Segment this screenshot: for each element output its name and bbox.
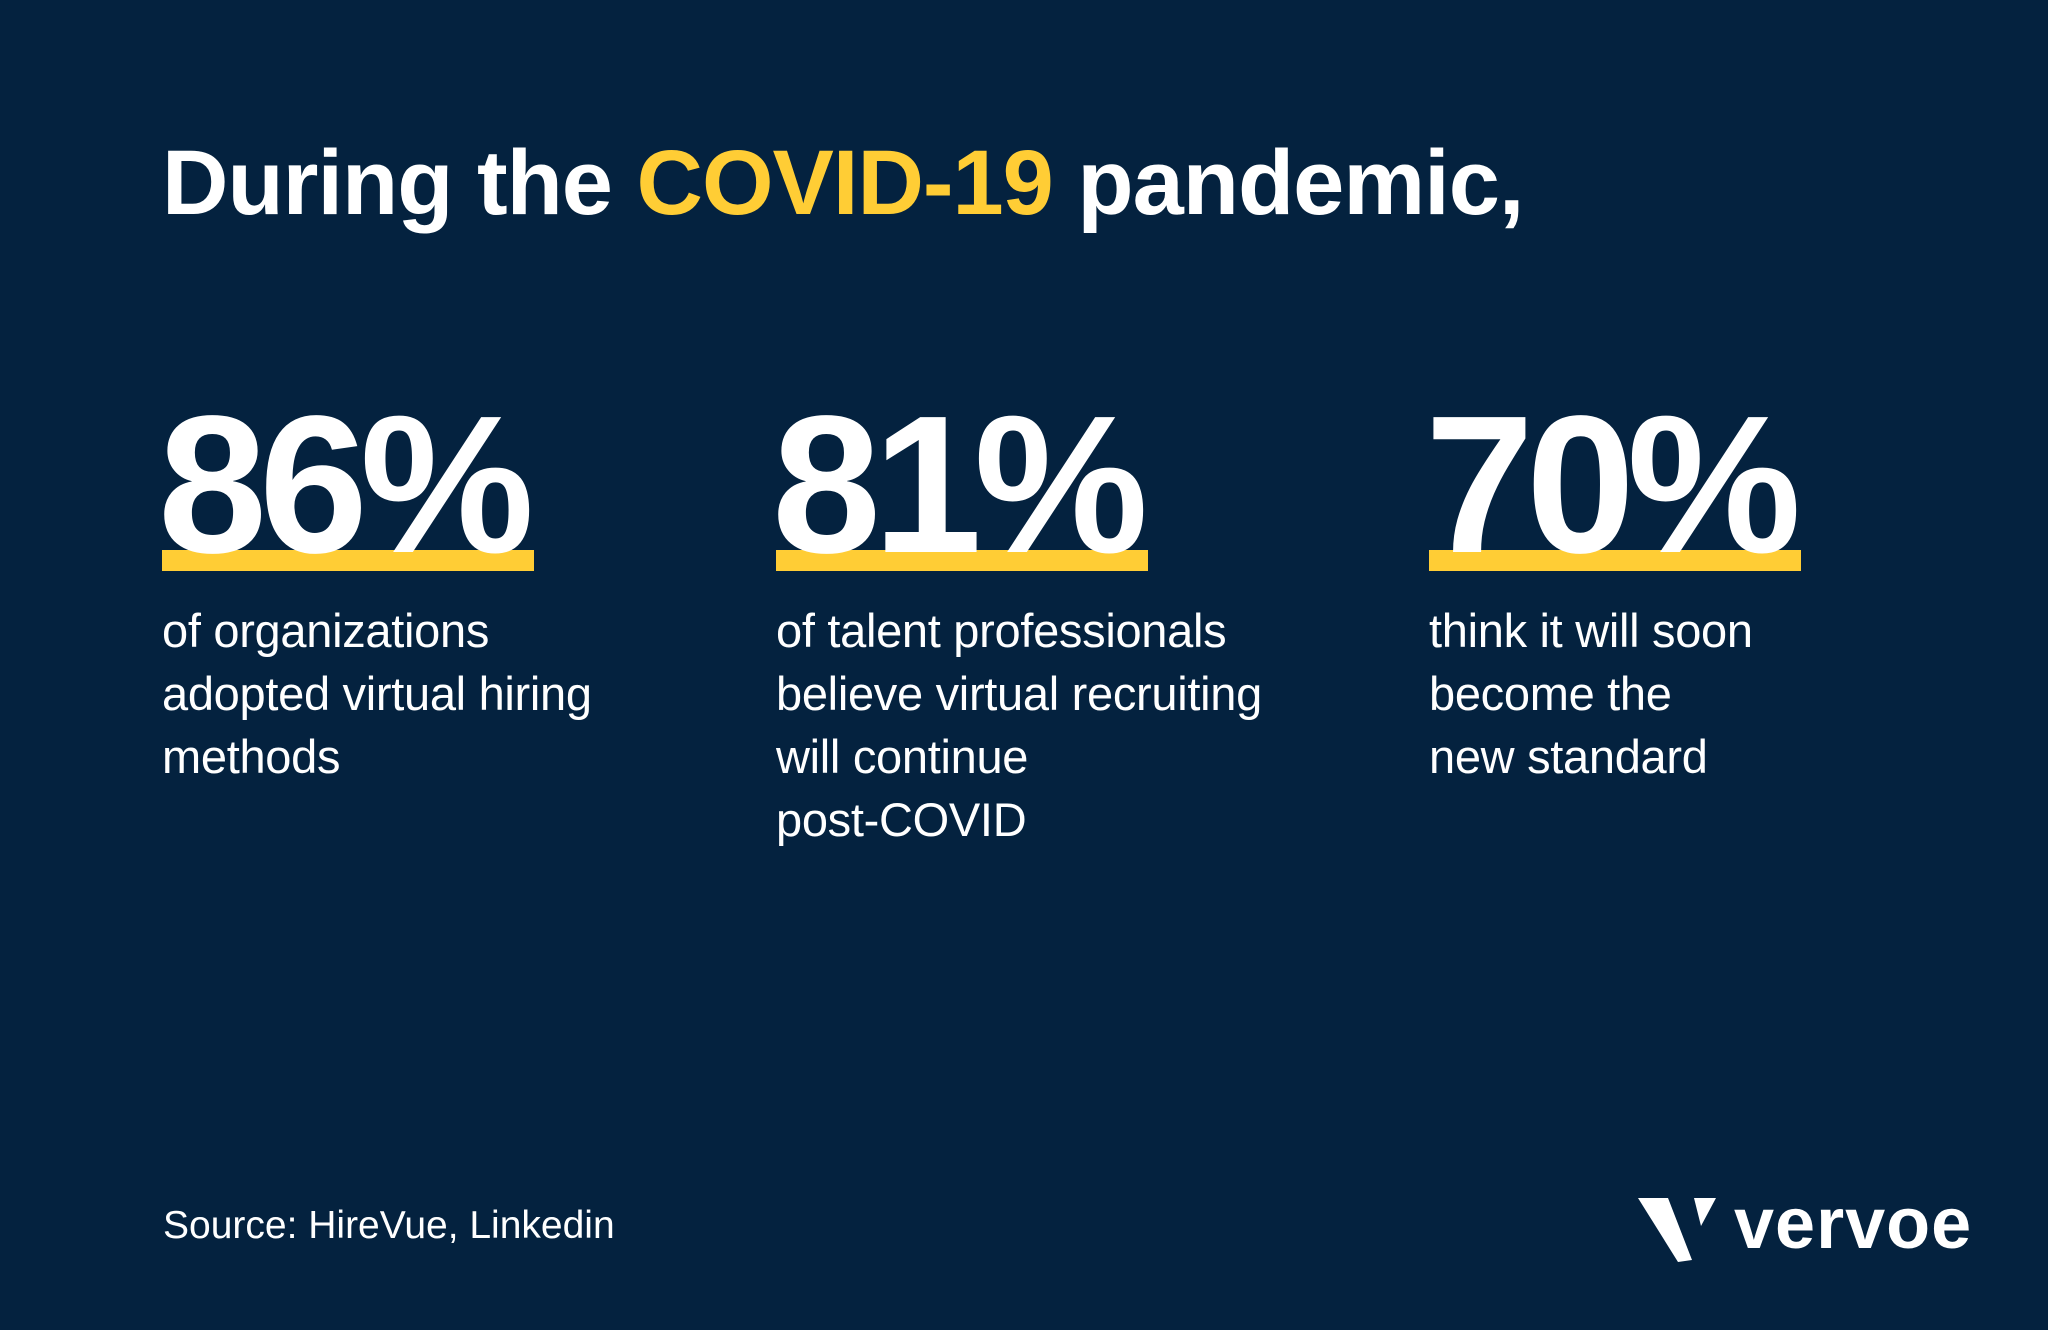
source-citation: Source: HireVue, Linkedin (163, 1204, 615, 1247)
stat-value: 81% (772, 375, 1148, 594)
description-line: think it will soon (1429, 604, 1753, 657)
highlight-underline (1429, 550, 1801, 571)
title-suffix: pandemic, (1052, 132, 1524, 234)
stat-value: 70% (1425, 375, 1801, 594)
description-line: of organizations (162, 604, 490, 657)
logo-wordmark: vervoe (1734, 1184, 1973, 1264)
description-line: of talent professionals (776, 604, 1227, 657)
stat-value: 86% (158, 375, 534, 594)
description-line: adopted virtual hiring (162, 667, 592, 720)
highlight-underline (776, 550, 1148, 571)
stat-figure: 86% (158, 387, 534, 583)
page-title: During the COVID-19 pandemic, (162, 128, 1524, 238)
description-line: become the (1429, 667, 1672, 720)
stat-block-new-standard: 70% think it will soon become the new st… (1425, 387, 2029, 788)
stat-figure: 70% (1425, 387, 1801, 583)
vervoe-v-mark-icon (1638, 1198, 1716, 1262)
vervoe-logo: vervoe (1638, 1188, 1972, 1264)
stat-description: think it will soon become the new standa… (1429, 599, 2029, 788)
description-line: post-COVID (776, 793, 1027, 846)
title-prefix: During the (162, 132, 637, 234)
description-line: believe virtual recruiting (776, 667, 1262, 720)
stat-block-talent-professionals: 81% of talent professionals believe virt… (772, 387, 1376, 851)
stat-figure: 81% (772, 387, 1148, 583)
highlight-underline (162, 550, 534, 571)
stat-description: of talent professionals believe virtual … (776, 599, 1376, 851)
stat-block-organizations: 86% of organizations adopted virtual hir… (158, 387, 762, 788)
title-highlight: COVID-19 (636, 132, 1054, 234)
description-line: methods (162, 730, 341, 783)
description-line: new standard (1429, 730, 1708, 783)
description-line: will continue (776, 730, 1029, 783)
stat-description: of organizations adopted virtual hiring … (162, 599, 762, 788)
